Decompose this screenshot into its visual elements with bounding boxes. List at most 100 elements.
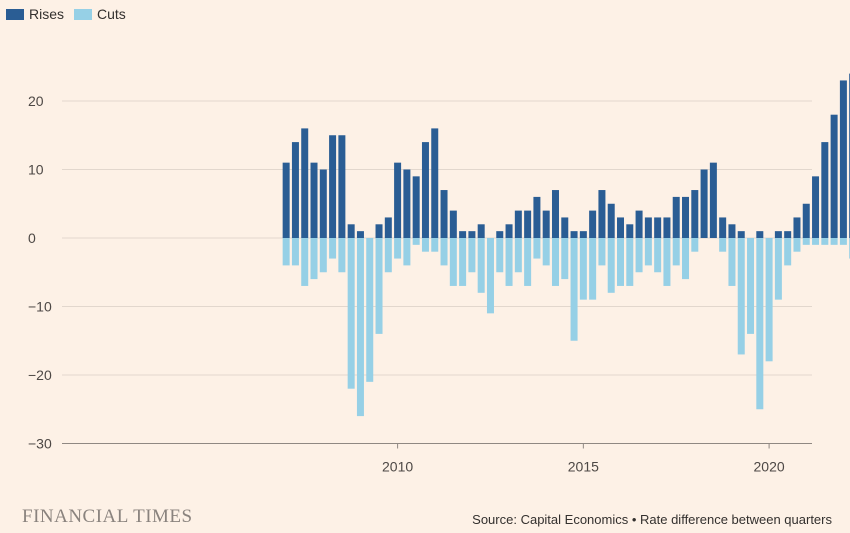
- bar-cut: [839, 238, 847, 245]
- bar-rise: [784, 231, 792, 238]
- bar-rise: [682, 196, 690, 238]
- bar-rise: [291, 142, 299, 238]
- bar-rise: [737, 231, 745, 238]
- source-note: Source: Capital Economics • Rate differe…: [472, 512, 832, 527]
- bar-cut: [431, 238, 439, 252]
- bar-rise: [793, 217, 801, 238]
- bar-rise: [319, 169, 327, 238]
- bar-rise: [617, 217, 624, 238]
- bar-cut: [542, 238, 550, 266]
- bar-rise: [421, 142, 429, 238]
- bar-rise: [589, 210, 597, 238]
- legend-label-cuts: Cuts: [97, 6, 126, 22]
- bar-rise: [459, 231, 467, 238]
- bar-cut: [812, 238, 820, 245]
- bar-cut: [728, 238, 736, 286]
- bar-cut: [765, 238, 773, 362]
- bar-rise: [672, 196, 680, 238]
- bar-cut: [468, 238, 476, 273]
- bar-rise: [356, 231, 364, 238]
- bar-cut: [561, 238, 569, 280]
- bar-rise: [700, 169, 708, 238]
- bar-rise: [477, 224, 485, 238]
- bar-rise: [449, 210, 457, 238]
- bar-rise: [644, 217, 652, 238]
- bar-rise: [347, 224, 355, 238]
- y-tick-label: −10: [28, 299, 52, 315]
- bar-rise: [431, 128, 439, 238]
- bar-cut: [830, 238, 838, 245]
- bar-rise: [468, 231, 476, 238]
- bar-rise: [440, 190, 448, 238]
- bar-rise: [821, 142, 829, 238]
- bar-rise: [282, 162, 290, 238]
- bar-cut: [691, 238, 699, 252]
- bar-cut: [617, 238, 624, 286]
- legend-item-rises: Rises: [6, 6, 64, 22]
- bar-cut: [598, 238, 606, 266]
- bar-rise: [626, 224, 634, 238]
- bar-cut: [719, 238, 727, 252]
- bar-rise: [691, 190, 699, 238]
- bar-cut: [747, 238, 755, 334]
- legend-item-cuts: Cuts: [74, 6, 126, 22]
- bar-rise: [598, 190, 606, 238]
- bar-rise: [496, 231, 504, 238]
- x-tick-label: 2010: [382, 459, 413, 475]
- bar-cut: [672, 238, 680, 266]
- bar-cut: [403, 238, 411, 266]
- bar-cut: [579, 238, 587, 300]
- bar-cut: [821, 238, 829, 245]
- bar-cut: [310, 238, 318, 280]
- bar-cut: [394, 238, 402, 259]
- y-tick-label: −20: [28, 367, 52, 383]
- bar-rise: [709, 162, 717, 238]
- bar-rise: [774, 231, 782, 238]
- bar-rise: [607, 203, 615, 238]
- bar-cut: [412, 238, 420, 245]
- bar-rise: [802, 203, 810, 238]
- bar-cut: [570, 238, 578, 341]
- bar-cut: [635, 238, 643, 273]
- bar-rise: [756, 231, 764, 238]
- bar-rise: [329, 135, 337, 238]
- x-tick-label: 2015: [568, 459, 599, 475]
- bar-cut: [802, 238, 810, 245]
- bar-rise: [505, 224, 513, 238]
- legend-swatch-cuts: [74, 8, 93, 20]
- bar-rise: [663, 217, 671, 238]
- x-tick-label: 2020: [754, 459, 785, 475]
- y-tick-label: 20: [28, 93, 44, 109]
- ft-logo: FINANCIAL TIMES: [22, 506, 193, 527]
- bar-rise: [384, 217, 392, 238]
- bar-rise: [412, 176, 420, 238]
- bar-rise: [635, 210, 643, 238]
- bar-rise: [579, 231, 587, 238]
- bar-cut: [366, 238, 374, 382]
- bar-rise: [375, 224, 383, 238]
- bar-cut: [682, 238, 690, 280]
- bar-cut: [589, 238, 597, 300]
- bar-cut: [551, 238, 559, 286]
- bar-rise: [728, 224, 736, 238]
- y-tick-label: 10: [28, 162, 44, 178]
- bar-rise: [570, 231, 578, 238]
- bar-cut: [486, 238, 494, 314]
- bar-cut: [663, 238, 671, 286]
- bar-cut: [784, 238, 792, 266]
- bar-rise: [654, 217, 662, 238]
- bar-cut: [505, 238, 513, 286]
- bar-cut: [654, 238, 662, 273]
- bar-cut: [449, 238, 457, 286]
- bar-cut: [533, 238, 541, 259]
- legend-label-rises: Rises: [29, 6, 65, 22]
- bar-cut: [524, 238, 532, 286]
- bar-cut: [607, 238, 615, 293]
- bar-rise: [542, 210, 550, 238]
- bar-rise: [514, 210, 522, 238]
- bar-rise: [403, 169, 411, 238]
- bar-rise: [551, 190, 559, 238]
- y-tick-label: −30: [28, 436, 52, 452]
- bar-cut: [514, 238, 522, 273]
